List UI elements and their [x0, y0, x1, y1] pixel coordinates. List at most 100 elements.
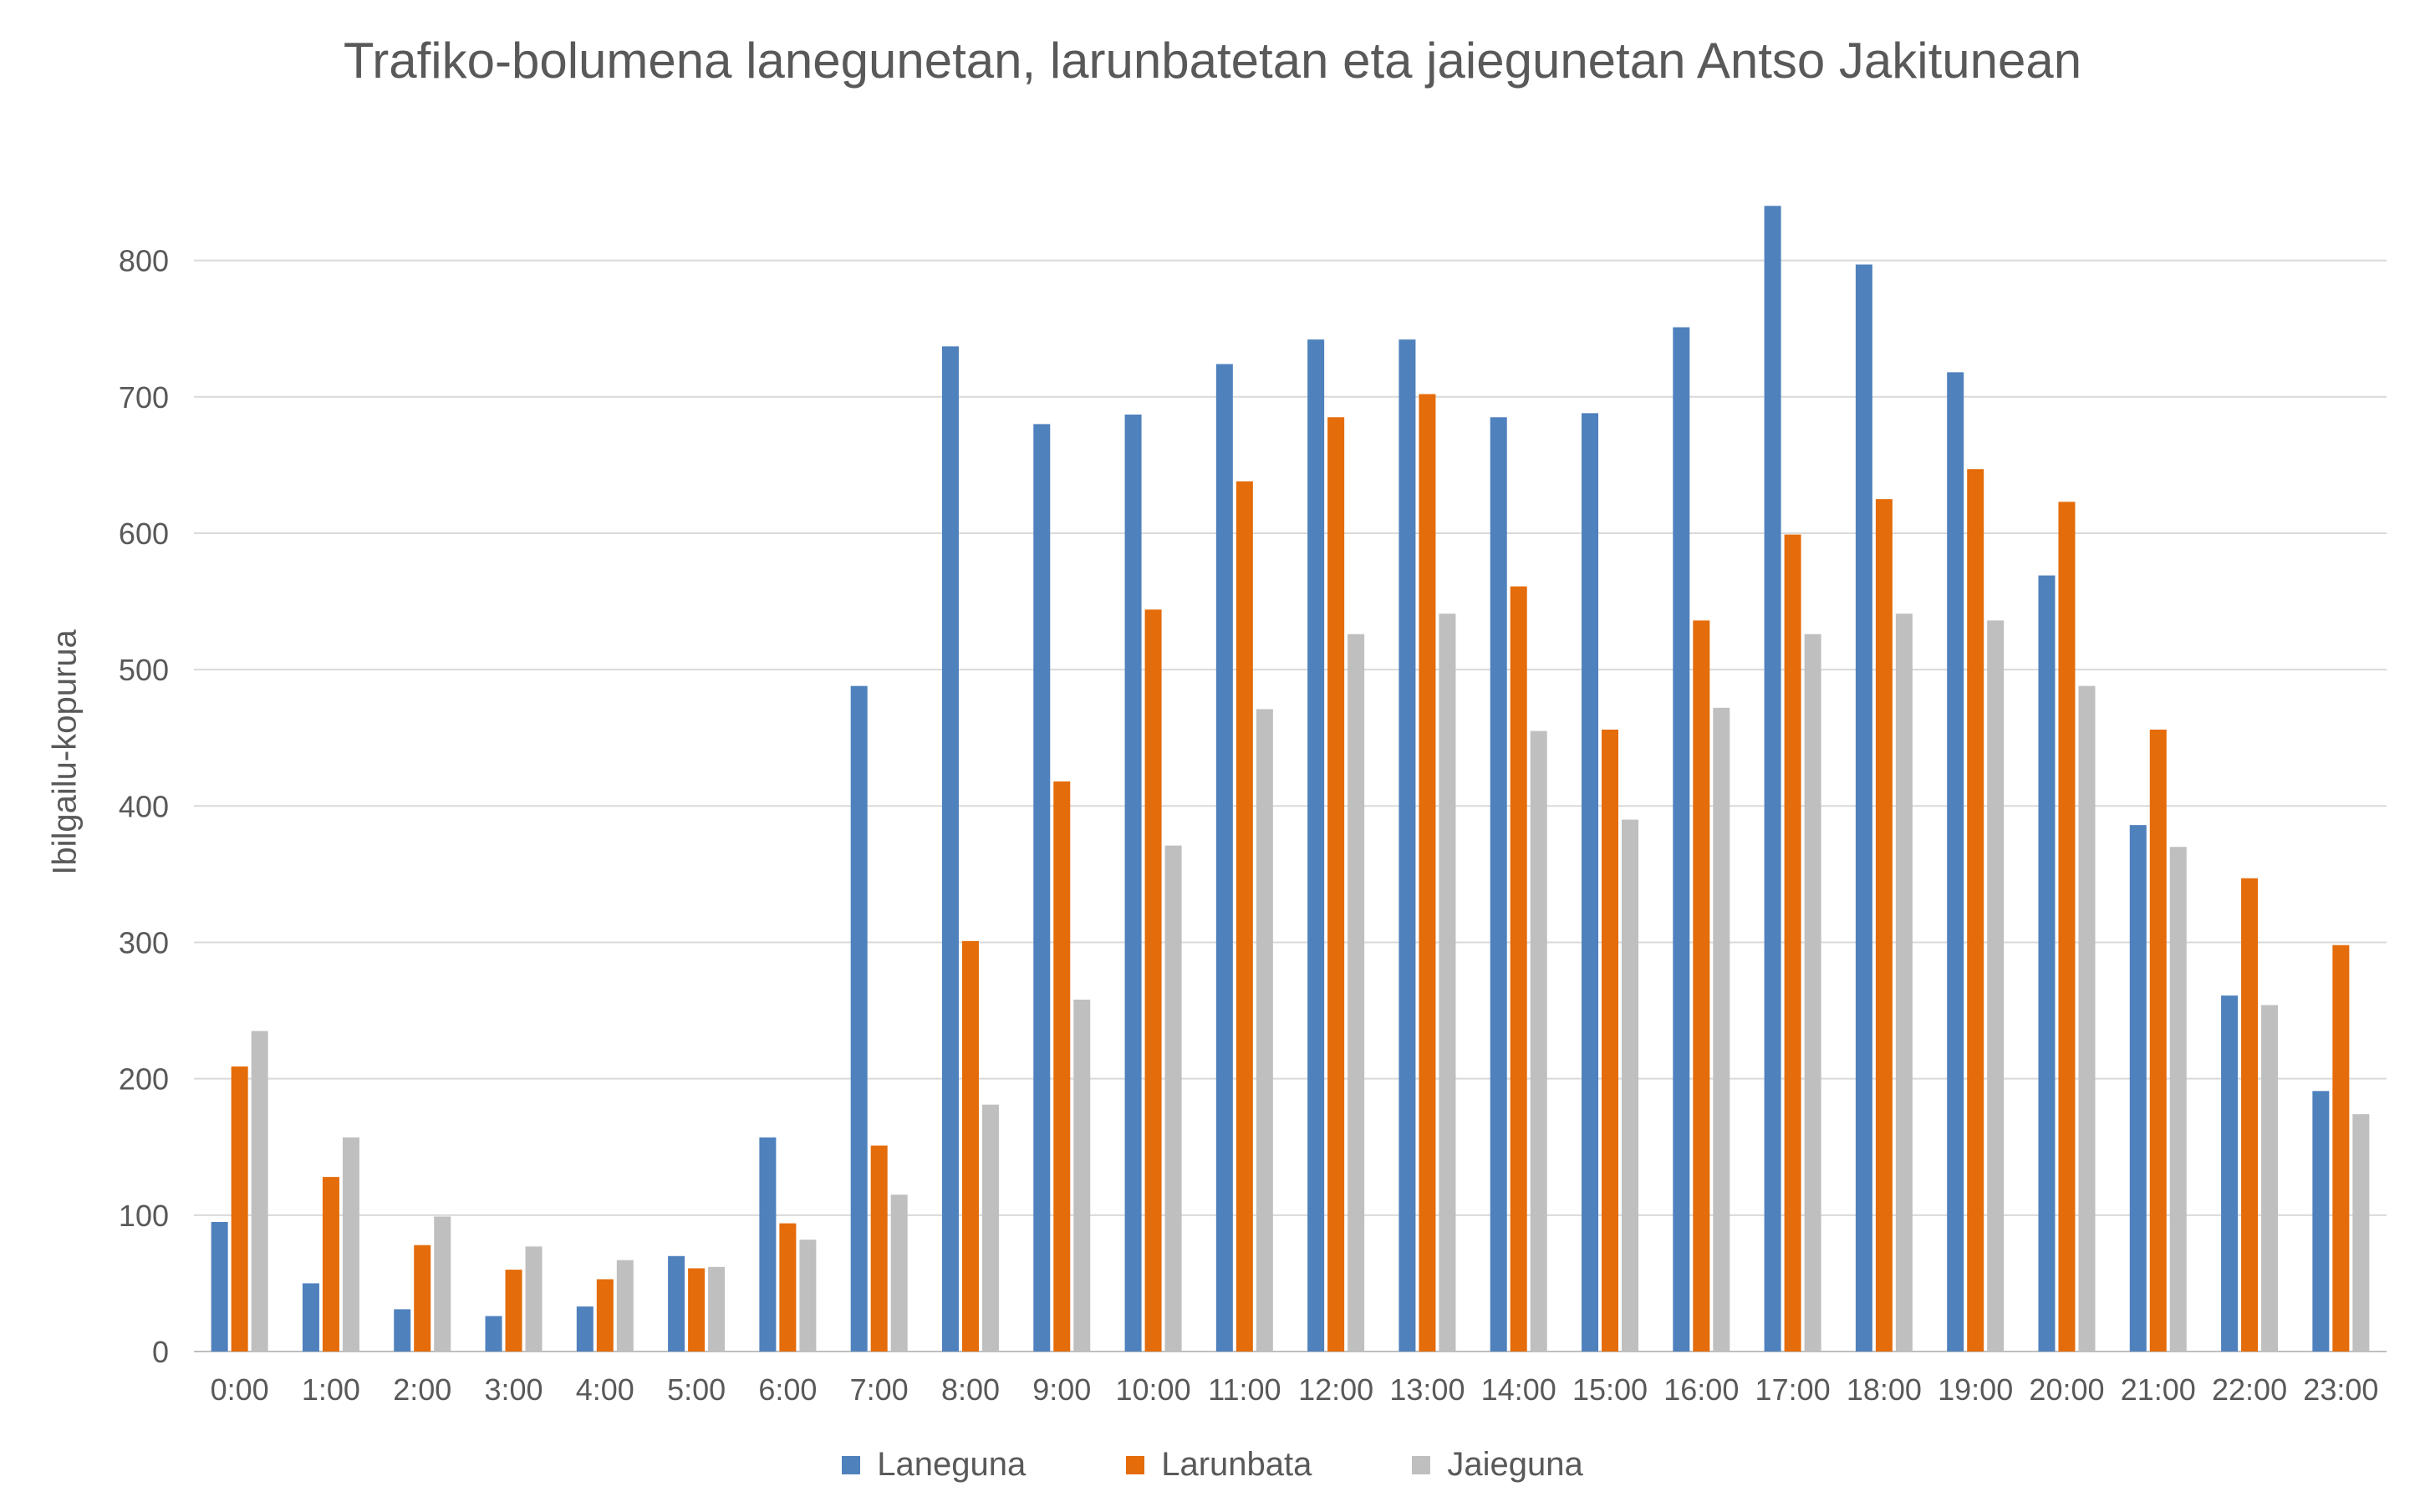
x-tick-label: 8:00	[941, 1372, 1000, 1407]
bar-larunbata	[688, 1268, 706, 1352]
bar-jaieguna	[1073, 1000, 1091, 1352]
bar-laneguna	[1215, 364, 1233, 1352]
x-tick-label: 6:00	[758, 1372, 817, 1407]
bar-laneguna	[1582, 413, 1599, 1352]
bar-laneguna	[576, 1306, 594, 1352]
x-tick-label: 4:00	[576, 1372, 634, 1407]
y-tick-label: 600	[119, 517, 169, 551]
bar-jaieguna	[981, 1104, 999, 1352]
y-tick-label: 400	[119, 789, 169, 823]
bar-jaieguna	[1804, 634, 1821, 1352]
legend-swatch	[1126, 1455, 1145, 1474]
bar-jaieguna	[2352, 1114, 2370, 1352]
bar-jaieguna	[251, 1031, 268, 1352]
bar-laneguna	[1673, 327, 1690, 1352]
bar-laneguna	[668, 1255, 685, 1352]
bar-larunbata	[1327, 417, 1345, 1352]
bar-jaieguna	[1622, 819, 1639, 1352]
x-tick-label: 11:00	[1208, 1372, 1281, 1407]
legend-swatch	[1412, 1455, 1431, 1474]
y-tick-label: 100	[119, 1199, 169, 1233]
chart-title: Trafiko-bolumena lanegunetan, larunbatet…	[343, 33, 2082, 89]
bar-laneguna	[1855, 264, 1872, 1352]
y-tick-label: 800	[119, 244, 169, 278]
x-tick-label: 13:00	[1389, 1372, 1465, 1407]
bar-larunbata	[961, 940, 979, 1352]
bar-jaieguna	[1713, 707, 1730, 1352]
bar-jaieguna	[708, 1266, 726, 1352]
bar-laneguna	[1947, 372, 1964, 1352]
bar-jaieguna	[1987, 620, 2005, 1352]
bar-laneguna	[394, 1309, 411, 1352]
bar-laneguna	[1764, 206, 1781, 1352]
bar-laneguna	[1307, 339, 1325, 1352]
x-tick-label: 7:00	[850, 1372, 909, 1407]
x-tick-label: 12:00	[1298, 1372, 1373, 1407]
bar-larunbata	[2241, 878, 2259, 1352]
bar-jaieguna	[2261, 1005, 2279, 1352]
legend-label: Larunbata	[1161, 1446, 1312, 1483]
bar-jaieguna	[342, 1137, 359, 1352]
bar-laneguna	[302, 1283, 319, 1352]
bar-laneguna	[850, 685, 868, 1352]
y-tick-label: 500	[119, 653, 169, 687]
x-tick-label: 5:00	[667, 1372, 726, 1407]
x-tick-label: 1:00	[302, 1372, 360, 1407]
y-tick-label: 700	[119, 380, 169, 415]
bar-laneguna	[2312, 1091, 2330, 1352]
x-tick-label: 17:00	[1755, 1372, 1831, 1407]
x-tick-label: 14:00	[1481, 1372, 1556, 1407]
x-tick-label: 16:00	[1663, 1372, 1739, 1407]
bar-laneguna	[759, 1137, 777, 1352]
bar-jaieguna	[1256, 709, 1273, 1352]
bar-laneguna	[1398, 339, 1416, 1352]
bar-larunbata	[2058, 501, 2076, 1352]
bar-laneguna	[1033, 424, 1051, 1352]
bar-larunbata	[1693, 620, 1710, 1352]
x-tick-label: 19:00	[1938, 1372, 2013, 1407]
legend-item: Jaieguna	[1412, 1446, 1583, 1484]
x-tick-label: 10:00	[1116, 1372, 1191, 1407]
x-tick-label: 0:00	[211, 1372, 269, 1407]
y-tick-label: 0	[152, 1335, 169, 1369]
bar-jaieguna	[799, 1240, 817, 1352]
bar-larunbata	[779, 1223, 797, 1352]
legend-swatch	[842, 1455, 861, 1474]
bar-larunbata	[231, 1066, 248, 1352]
y-tick-label: 200	[119, 1062, 169, 1097]
bar-jaieguna	[1348, 634, 1365, 1352]
bar-laneguna	[2221, 995, 2239, 1352]
bar-jaieguna	[1164, 845, 1182, 1352]
bar-larunbata	[2332, 944, 2350, 1352]
x-tick-label: 20:00	[2029, 1372, 2104, 1407]
bar-larunbata	[1235, 481, 1253, 1352]
bar-laneguna	[1124, 414, 1142, 1352]
bar-jaieguna	[890, 1194, 908, 1352]
bar-jaieguna	[1439, 613, 1456, 1352]
bar-laneguna	[211, 1221, 228, 1352]
y-tick-label: 300	[119, 925, 169, 960]
x-tick-label: 21:00	[2121, 1372, 2196, 1407]
bar-laneguna	[941, 346, 959, 1352]
bar-laneguna	[485, 1316, 502, 1352]
x-tick-label: 18:00	[1847, 1372, 1922, 1407]
x-tick-label: 22:00	[2212, 1372, 2287, 1407]
bar-jaieguna	[2078, 685, 2096, 1352]
legend-label: Jaieguna	[1447, 1446, 1583, 1483]
bar-larunbata	[1419, 394, 1436, 1352]
bar-larunbata	[1784, 534, 1801, 1352]
legend-label: Laneguna	[877, 1446, 1027, 1483]
bar-larunbata	[870, 1145, 888, 1352]
bar-larunbata	[1053, 781, 1071, 1352]
legend: Laneguna Larunbata Jaieguna	[0, 1446, 2425, 1484]
bar-laneguna	[2129, 825, 2147, 1352]
bar-larunbata	[1967, 469, 1984, 1352]
bar-larunbata	[1144, 609, 1162, 1352]
bar-larunbata	[414, 1245, 431, 1352]
bar-jaieguna	[616, 1260, 634, 1352]
bar-larunbata	[505, 1270, 522, 1352]
bar-larunbata	[1875, 499, 1893, 1352]
x-tick-label: 15:00	[1572, 1372, 1648, 1407]
bar-larunbata	[596, 1279, 614, 1352]
x-tick-label: 3:00	[484, 1372, 543, 1407]
